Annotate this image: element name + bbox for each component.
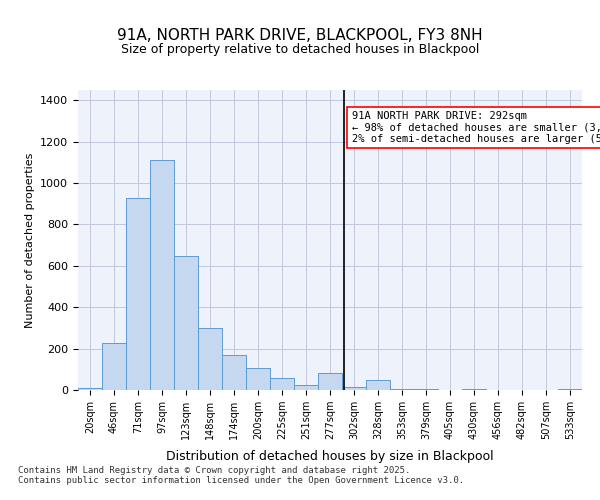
Bar: [222, 355, 246, 390]
Bar: [318, 374, 342, 390]
Bar: [150, 160, 174, 390]
Bar: [414, 389, 438, 390]
Bar: [558, 389, 582, 390]
Bar: [294, 385, 318, 390]
Bar: [198, 328, 222, 390]
Bar: [342, 387, 366, 390]
Text: 91A, NORTH PARK DRIVE, BLACKPOOL, FY3 8NH: 91A, NORTH PARK DRIVE, BLACKPOOL, FY3 8N…: [117, 28, 483, 42]
Bar: [462, 389, 486, 390]
Bar: [366, 380, 390, 390]
Y-axis label: Number of detached properties: Number of detached properties: [25, 152, 35, 328]
Text: Contains HM Land Registry data © Crown copyright and database right 2025.
Contai: Contains HM Land Registry data © Crown c…: [18, 466, 464, 485]
Bar: [390, 389, 414, 390]
X-axis label: Distribution of detached houses by size in Blackpool: Distribution of detached houses by size …: [166, 450, 494, 464]
Text: 91A NORTH PARK DRIVE: 292sqm
← 98% of detached houses are smaller (3,586)
2% of : 91A NORTH PARK DRIVE: 292sqm ← 98% of de…: [352, 110, 600, 144]
Bar: [246, 368, 270, 390]
Bar: [270, 378, 294, 390]
Bar: [102, 344, 126, 390]
Bar: [174, 256, 198, 390]
Bar: [78, 388, 102, 390]
Bar: [126, 198, 150, 390]
Text: Size of property relative to detached houses in Blackpool: Size of property relative to detached ho…: [121, 42, 479, 56]
